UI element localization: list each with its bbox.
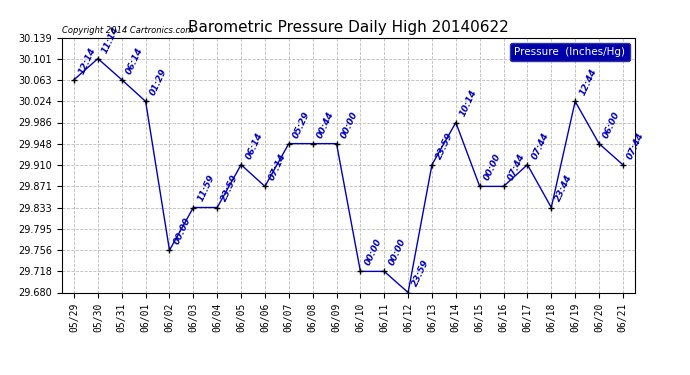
Legend: Pressure  (Inches/Hg): Pressure (Inches/Hg)	[511, 43, 629, 61]
Text: 23:59: 23:59	[435, 131, 455, 160]
Text: 01:29: 01:29	[148, 68, 168, 97]
Text: 00:00: 00:00	[172, 216, 193, 246]
Text: 00:00: 00:00	[482, 153, 503, 182]
Text: Copyright 2014 Cartronics.com: Copyright 2014 Cartronics.com	[62, 26, 193, 35]
Text: 10:14: 10:14	[459, 88, 479, 118]
Title: Barometric Pressure Daily High 20140622: Barometric Pressure Daily High 20140622	[188, 20, 509, 35]
Text: 05:29: 05:29	[292, 110, 312, 140]
Text: 07:44: 07:44	[626, 131, 646, 160]
Text: 06:14: 06:14	[124, 46, 145, 75]
Text: 06:14: 06:14	[244, 131, 264, 160]
Text: 23:59: 23:59	[411, 259, 431, 288]
Text: 12:14: 12:14	[77, 46, 97, 75]
Text: 00:00: 00:00	[339, 110, 359, 140]
Text: 11:59: 11:59	[196, 174, 217, 203]
Text: 11:14: 11:14	[101, 25, 121, 54]
Text: 00:00: 00:00	[387, 237, 407, 267]
Text: 07:14: 07:14	[268, 153, 288, 182]
Text: 12:44: 12:44	[578, 68, 598, 97]
Text: 07:44: 07:44	[506, 153, 526, 182]
Text: 07:44: 07:44	[530, 131, 551, 160]
Text: 00:44: 00:44	[315, 110, 336, 140]
Text: 06:00: 06:00	[602, 110, 622, 140]
Text: 00:00: 00:00	[363, 237, 384, 267]
Text: 23:44: 23:44	[554, 174, 574, 203]
Text: 23:59: 23:59	[220, 174, 240, 203]
